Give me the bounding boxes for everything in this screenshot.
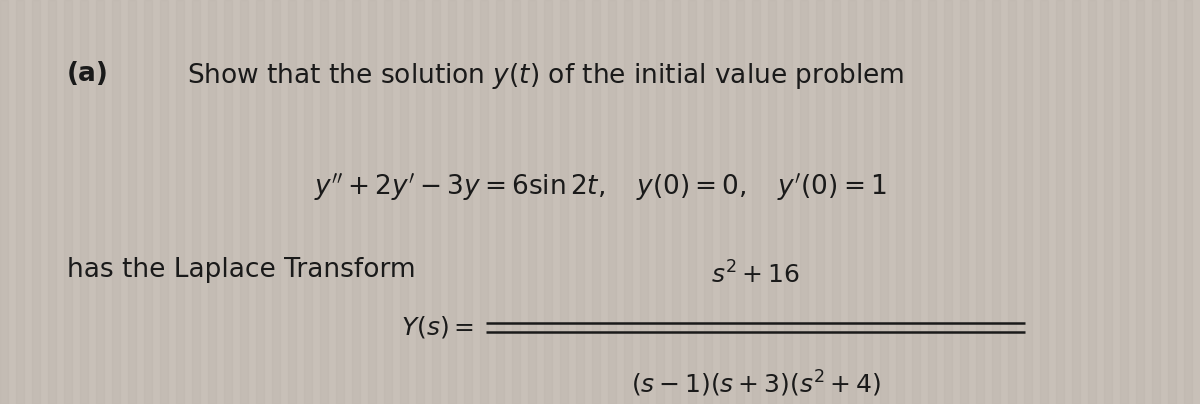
- Text: (a): (a): [67, 61, 109, 87]
- Text: $s^2 + 16$: $s^2 + 16$: [712, 262, 800, 289]
- Text: $Y(s) =$: $Y(s) =$: [401, 314, 474, 341]
- Text: Show that the solution $y(t)$ of the initial value problem: Show that the solution $y(t)$ of the ini…: [187, 61, 904, 91]
- Text: $y'' + 2y' - 3y = 6\sin 2t, \quad y(0) = 0, \quad y'(0) = 1$: $y'' + 2y' - 3y = 6\sin 2t, \quad y(0) =…: [313, 171, 887, 204]
- Text: $(s-1)(s+3)(s^2+4)$: $(s-1)(s+3)(s^2+4)$: [630, 368, 881, 399]
- Text: has the Laplace Transform: has the Laplace Transform: [67, 257, 416, 284]
